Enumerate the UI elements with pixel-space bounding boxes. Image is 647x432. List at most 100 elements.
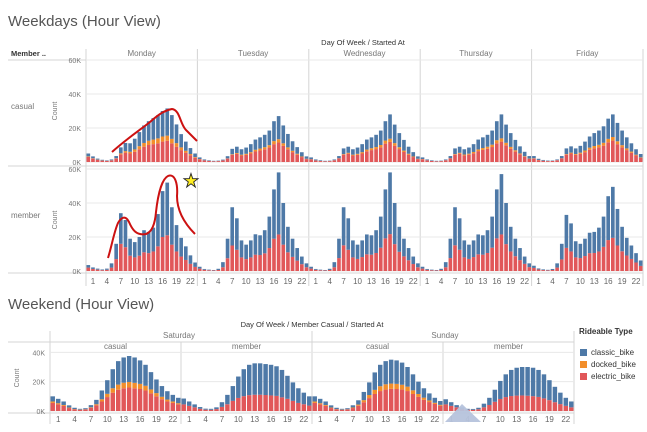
bar-electric-sunday-member-h23 <box>569 407 573 411</box>
bar-classic-tuesday-member-h6 <box>226 239 230 259</box>
member-header: Member .. <box>11 49 46 58</box>
bar-classic-wednesday-casual-h0 <box>309 157 313 159</box>
bar-classic-wednesday-member-h16 <box>384 189 388 238</box>
bar-classic-tuesday-member-h9 <box>240 240 244 257</box>
bar-classic-sunday-member-h12 <box>509 370 513 396</box>
bar-classic-thursday-casual-h17 <box>500 114 504 138</box>
bar-electric-wednesday-casual-h7 <box>342 155 346 162</box>
bar-electric-friday-casual-h10 <box>579 154 583 162</box>
bar-classic-sunday-member-h13 <box>514 368 518 396</box>
bar-electric-wednesday-member-h14 <box>374 253 378 271</box>
bar-electric-thursday-member-h21 <box>518 260 522 271</box>
bar-classic-sunday-member-h2 <box>454 405 458 407</box>
bar-classic-saturday-casual-h4 <box>72 408 76 409</box>
bar-electric-wednesday-member-h8 <box>346 250 350 271</box>
bar-classic-wednesday-member-h9 <box>351 240 355 257</box>
bar-electric-sunday-casual-h20 <box>422 400 426 411</box>
bar-electric-wednesday-casual-h23 <box>416 159 420 162</box>
bar-docked-monday-casual-h23 <box>193 157 197 158</box>
bar-classic-sunday-member-h22 <box>564 398 568 406</box>
bar-electric-sunday-member-h8 <box>487 405 491 411</box>
y-tick-label: 40K <box>33 350 46 357</box>
bar-electric-monday-casual-h16 <box>161 142 165 162</box>
bar-electric-wednesday-casual-h1 <box>314 161 318 162</box>
bar-electric-friday-casual-h19 <box>620 147 624 162</box>
bar-electric-sunday-member-h14 <box>520 395 524 411</box>
bar-docked-saturday-casual-h7 <box>89 407 93 408</box>
bar-electric-friday-member-h4 <box>551 270 555 271</box>
bar-classic-tuesday-member-h14 <box>263 230 267 253</box>
bar-docked-friday-casual-h18 <box>616 141 620 144</box>
bar-electric-monday-member-h15 <box>156 246 160 271</box>
segment-header-member: member <box>494 342 524 351</box>
segment-header-casual: casual <box>366 342 389 351</box>
bar-electric-friday-member-h18 <box>616 246 620 272</box>
bar-classic-saturday-casual-h19 <box>154 379 158 393</box>
bar-classic-saturday-casual-h21 <box>165 391 169 399</box>
bar-electric-thursday-member-h2 <box>430 270 434 271</box>
bar-classic-saturday-casual-h3 <box>67 405 71 407</box>
bar-electric-wednesday-member-h19 <box>397 252 401 271</box>
bar-electric-tuesday-member-h18 <box>281 245 285 271</box>
bar-electric-friday-member-h22 <box>634 263 638 272</box>
bar-electric-sunday-casual-h13 <box>383 390 387 411</box>
bar-docked-friday-casual-h17 <box>611 137 615 141</box>
bar-electric-sunday-member-h15 <box>525 396 529 411</box>
bar-classic-saturday-casual-h13 <box>121 357 125 382</box>
bar-electric-saturday-casual-h14 <box>127 388 131 411</box>
bar-docked-tuesday-casual-h20 <box>291 151 295 152</box>
bar-classic-saturday-casual-h10 <box>105 380 109 394</box>
bar-classic-thursday-member-h0 <box>421 267 425 269</box>
bar-electric-tuesday-casual-h21 <box>295 155 299 162</box>
bar-electric-sunday-casual-h8 <box>356 406 360 411</box>
bar-electric-thursday-casual-h11 <box>472 153 476 162</box>
bar-docked-sunday-casual-h3 <box>329 408 333 409</box>
bar-classic-sunday-member-h11 <box>504 374 508 397</box>
bar-classic-tuesday-casual-h19 <box>286 134 290 147</box>
bar-electric-saturday-casual-h1 <box>56 404 60 411</box>
bar-classic-friday-member-h10 <box>579 244 583 258</box>
bar-docked-sunday-casual-h18 <box>411 390 415 394</box>
bar-electric-tuesday-member-h5 <box>221 267 225 271</box>
bar-classic-thursday-casual-h14 <box>486 135 490 147</box>
bar-electric-wednesday-casual-h19 <box>397 149 401 162</box>
bar-classic-friday-member-h8 <box>569 223 573 251</box>
bar-electric-monday-casual-h15 <box>156 143 160 162</box>
x-tick-label: 7 <box>564 277 569 286</box>
bar-electric-wednesday-casual-h0 <box>309 159 313 162</box>
bar-classic-sunday-member-h23 <box>569 401 573 407</box>
bar-electric-friday-casual-h22 <box>634 156 638 162</box>
bar-electric-sunday-casual-h5 <box>340 410 344 411</box>
bar-electric-sunday-casual-h23 <box>438 406 442 411</box>
bar-electric-tuesday-member-h1 <box>203 270 207 271</box>
bar-electric-tuesday-member-h20 <box>291 257 295 271</box>
bar-classic-saturday-member-h12 <box>247 365 251 395</box>
bar-classic-thursday-member-h8 <box>458 218 462 249</box>
x-tick-label: 7 <box>453 277 458 286</box>
bar-classic-tuesday-member-h5 <box>221 262 225 267</box>
bar-electric-wednesday-member-h7 <box>342 245 346 271</box>
bar-docked-friday-casual-h9 <box>574 154 578 155</box>
legend-swatch-docked <box>580 361 587 368</box>
bar-electric-monday-member-h14 <box>151 251 155 271</box>
bar-electric-wednesday-casual-h15 <box>379 147 383 162</box>
bar-electric-friday-casual-h21 <box>630 153 634 162</box>
bar-classic-friday-member-h23 <box>639 260 643 265</box>
bar-electric-monday-casual-h20 <box>179 150 183 162</box>
bar-electric-sunday-casual-h15 <box>394 389 398 411</box>
bar-classic-thursday-member-h19 <box>509 227 513 252</box>
bar-classic-monday-casual-h7 <box>119 147 123 153</box>
bar-classic-saturday-casual-h8 <box>94 400 98 404</box>
bar-electric-friday-casual-h7 <box>565 155 569 162</box>
bar-docked-monday-casual-h8 <box>124 151 128 153</box>
bar-electric-tuesday-casual-h4 <box>216 161 220 162</box>
bar-classic-wednesday-member-h14 <box>374 230 378 253</box>
bar-docked-thursday-casual-h21 <box>518 153 522 154</box>
bar-electric-friday-casual-h1 <box>537 160 541 162</box>
bar-electric-tuesday-member-h6 <box>226 258 230 271</box>
bar-electric-monday-member-h8 <box>124 247 128 271</box>
bar-electric-monday-member-h11 <box>138 256 142 271</box>
x-tick-label: 16 <box>136 415 145 424</box>
bar-classic-wednesday-casual-h7 <box>342 148 346 154</box>
x-tick-label: 22 <box>297 277 306 286</box>
